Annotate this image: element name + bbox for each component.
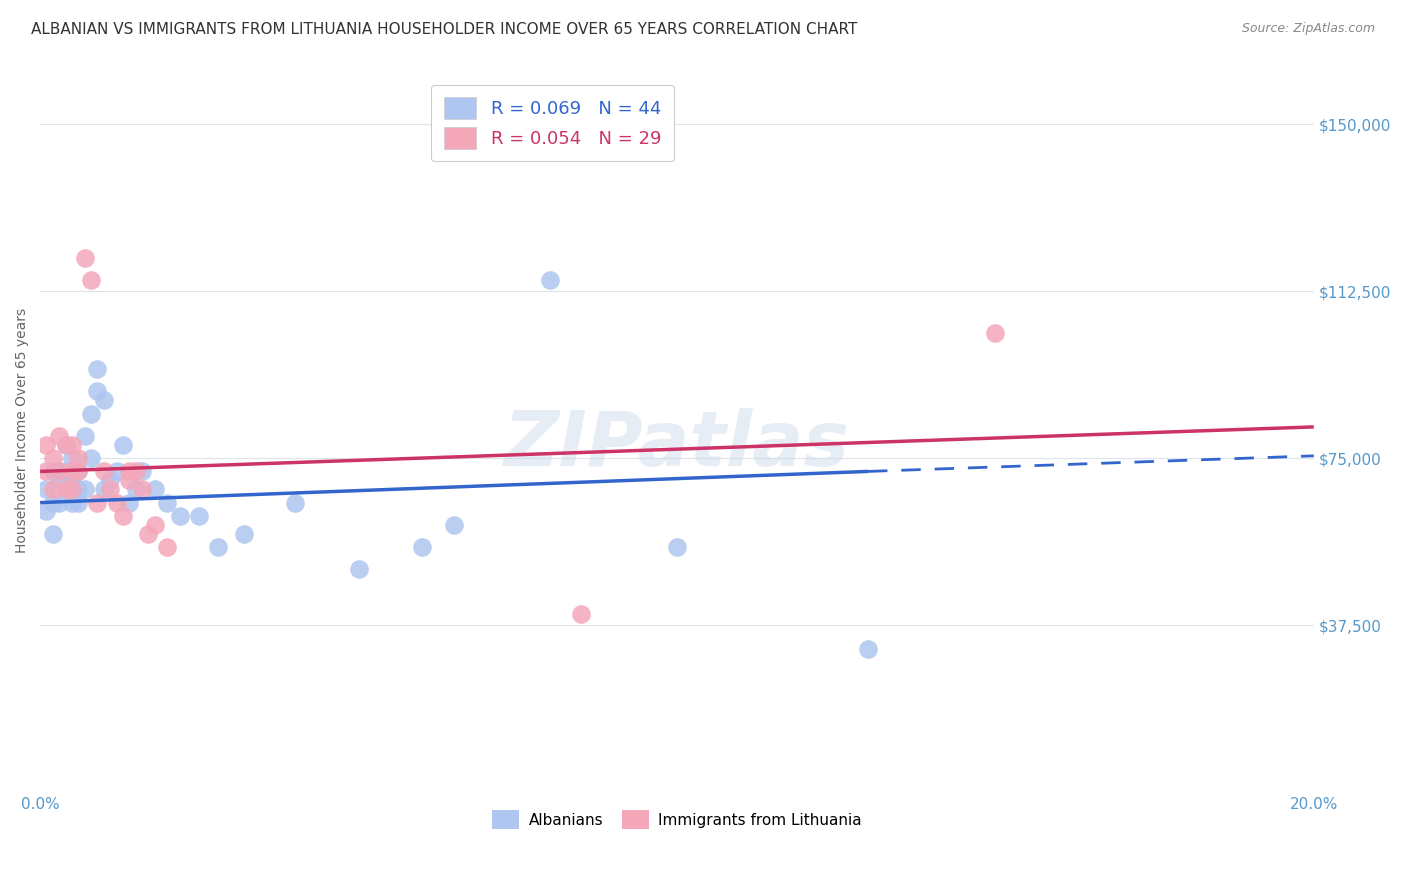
Point <box>42 482 65 496</box>
Point <box>124 482 146 496</box>
Point <box>232 526 254 541</box>
Legend: Albanians, Immigrants from Lithuania: Albanians, Immigrants from Lithuania <box>486 804 868 835</box>
Point <box>347 562 370 576</box>
Point <box>55 482 77 496</box>
Point <box>42 495 65 509</box>
Point <box>86 362 108 376</box>
Point <box>143 517 166 532</box>
Point <box>60 482 83 496</box>
Point <box>60 473 83 487</box>
Point <box>60 464 83 478</box>
Point <box>48 473 70 487</box>
Point <box>42 451 65 466</box>
Point <box>42 526 65 541</box>
Point <box>443 517 465 532</box>
Point <box>80 273 103 287</box>
Point <box>105 495 128 509</box>
Point <box>856 642 879 657</box>
Point <box>111 508 134 523</box>
Y-axis label: Householder Income Over 65 years: Householder Income Over 65 years <box>15 308 30 553</box>
Point <box>118 495 141 509</box>
Point <box>207 540 229 554</box>
Point <box>118 464 141 478</box>
Point <box>131 464 153 478</box>
Point <box>73 482 96 496</box>
Point <box>67 464 90 478</box>
Point <box>48 495 70 509</box>
Point <box>60 451 83 466</box>
Point <box>86 384 108 399</box>
Point <box>35 482 58 496</box>
Point <box>571 607 593 621</box>
Point <box>35 464 58 478</box>
Point <box>55 482 77 496</box>
Point <box>48 464 70 478</box>
Point <box>67 464 90 478</box>
Point <box>67 451 90 466</box>
Point <box>35 504 58 518</box>
Point <box>984 326 1007 341</box>
Point <box>67 482 90 496</box>
Point <box>138 526 160 541</box>
Point <box>35 438 58 452</box>
Point <box>80 407 103 421</box>
Point <box>48 464 70 478</box>
Point <box>98 482 121 496</box>
Point <box>48 429 70 443</box>
Point <box>86 495 108 509</box>
Text: Source: ZipAtlas.com: Source: ZipAtlas.com <box>1241 22 1375 36</box>
Point <box>60 495 83 509</box>
Point <box>55 464 77 478</box>
Point <box>284 495 307 509</box>
Point <box>60 438 83 452</box>
Point <box>131 482 153 496</box>
Point <box>105 464 128 478</box>
Point <box>73 429 96 443</box>
Point <box>118 473 141 487</box>
Point <box>55 438 77 452</box>
Text: ALBANIAN VS IMMIGRANTS FROM LITHUANIA HOUSEHOLDER INCOME OVER 65 YEARS CORRELATI: ALBANIAN VS IMMIGRANTS FROM LITHUANIA HO… <box>31 22 858 37</box>
Point <box>156 540 179 554</box>
Point <box>55 438 77 452</box>
Point <box>73 251 96 265</box>
Point <box>93 464 115 478</box>
Point <box>98 473 121 487</box>
Point <box>665 540 688 554</box>
Text: ZIPatlas: ZIPatlas <box>503 408 851 482</box>
Point <box>143 482 166 496</box>
Point <box>67 495 90 509</box>
Point <box>538 273 561 287</box>
Point <box>411 540 433 554</box>
Point <box>111 438 134 452</box>
Point <box>156 495 179 509</box>
Point <box>188 508 211 523</box>
Point <box>42 464 65 478</box>
Point <box>80 451 103 466</box>
Point <box>169 508 191 523</box>
Point <box>93 393 115 408</box>
Point <box>93 482 115 496</box>
Point <box>124 464 146 478</box>
